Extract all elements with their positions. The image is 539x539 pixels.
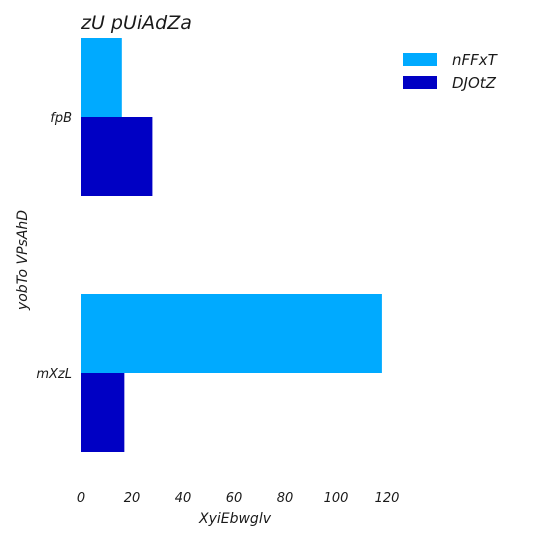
legend-swatch-djotz: [403, 76, 437, 89]
y-tick-label: mXzL: [36, 367, 72, 382]
y-tick-label: fpB: [50, 111, 72, 126]
bars-group: [81, 38, 382, 452]
bar-fpb-djotz: [81, 117, 153, 196]
x-tick-label: 80: [277, 491, 294, 506]
x-tick-label: 100: [324, 491, 349, 506]
x-tick-label: 120: [375, 491, 400, 506]
legend-label-djotz: DJOtZ: [452, 74, 497, 92]
legend: nFFxT DJOtZ: [403, 51, 499, 92]
y-axis-label: yobTo VPsAhD: [15, 210, 31, 311]
y-tick-labels: fpB mXzL: [36, 111, 72, 382]
x-tick-label: 20: [124, 491, 141, 506]
legend-swatch-nffxt: [403, 53, 437, 66]
legend-label-nffxt: nFFxT: [452, 51, 499, 69]
x-axis-label: XyiEbwglv: [198, 511, 272, 527]
x-tick-label: 60: [226, 491, 243, 506]
x-tick-label: 0: [77, 491, 85, 506]
bar-mxzl-djotz: [81, 373, 125, 452]
bar-mxzl-nffxt: [81, 294, 382, 373]
bar-fpb-nffxt: [81, 38, 122, 117]
x-tick-labels: 0 20 40 60 80 100 120: [77, 491, 400, 506]
x-tick-label: 40: [175, 491, 192, 506]
chart-title: zU pUiAdZa: [80, 12, 192, 34]
